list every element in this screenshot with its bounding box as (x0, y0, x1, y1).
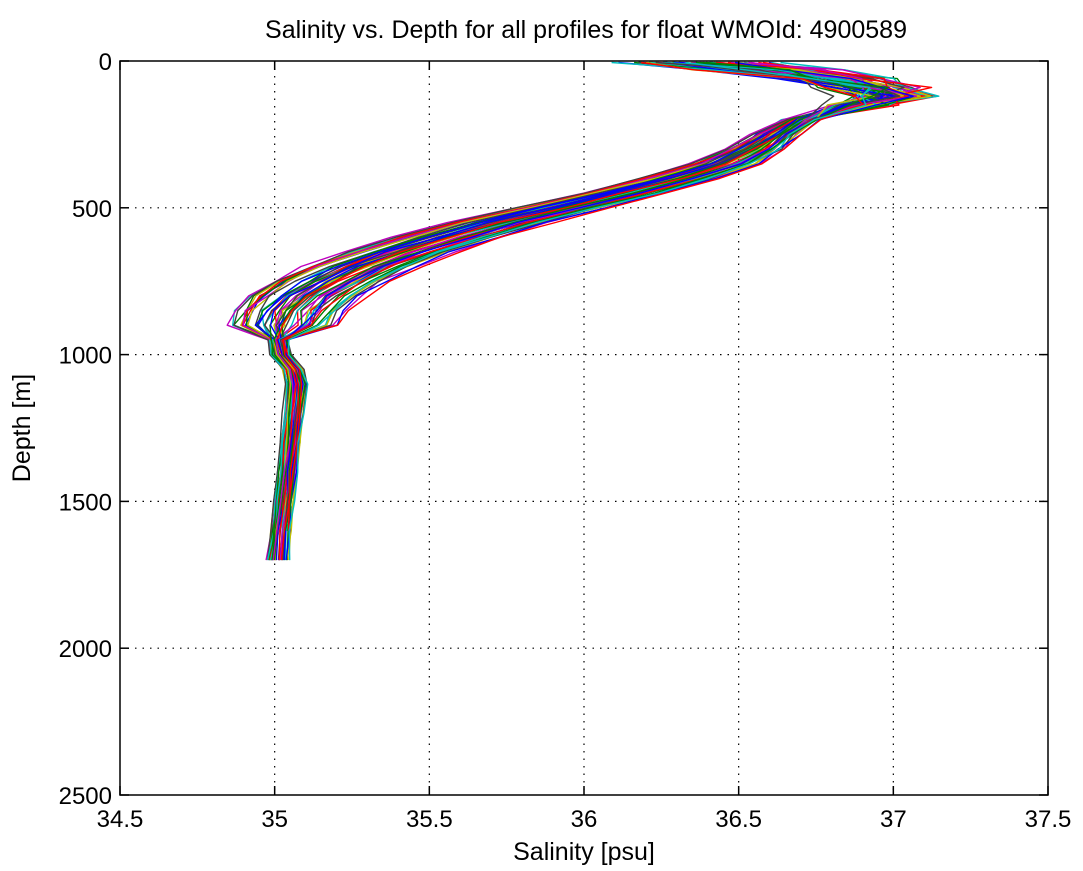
salinity-profile-line (287, 61, 871, 561)
salinity-profile-line (242, 61, 903, 561)
salinity-profile-line (275, 61, 911, 531)
salinity-profile-line (280, 61, 909, 561)
salinity-profile-line (264, 61, 938, 561)
salinity-profile-line (278, 61, 905, 561)
salinity-profile-line (279, 61, 884, 561)
salinity-profile-line (281, 61, 835, 561)
x-axis-label: Salinity [psu] (513, 838, 655, 866)
salinity-profile-line (241, 61, 901, 561)
salinity-profile-line (271, 61, 910, 561)
x-tick-label: 34.5 (97, 806, 144, 833)
grid-lines (120, 61, 1048, 795)
salinity-profile-line (269, 61, 912, 561)
salinity-profile-line (282, 61, 864, 531)
salinity-profile-line (275, 61, 922, 531)
salinity-profile-line (263, 61, 940, 561)
salinity-profile-line (284, 61, 918, 531)
x-tick-label: 37.5 (1025, 806, 1072, 833)
salinity-profile-line (285, 61, 914, 561)
salinity-profile-line (285, 61, 905, 561)
salinity-profile-line (278, 61, 932, 561)
salinity-profile-line (284, 61, 921, 531)
y-tick-label: 1500 (59, 489, 112, 516)
y-tick-labels: 0 500 1000 1500 2000 2500 (59, 49, 112, 810)
salinity-profile-line (283, 61, 896, 561)
chart-title: Salinity vs. Depth for all profiles for … (265, 16, 907, 44)
x-tick-label: 36 (571, 806, 598, 833)
y-tick-label: 1000 (59, 343, 112, 370)
x-tick-label: 35 (261, 806, 288, 833)
salinity-profile-line (276, 61, 926, 561)
salinity-profile-line (286, 61, 901, 531)
salinity-profile-line (280, 61, 921, 531)
y-axis-label: Depth [m] (8, 374, 36, 482)
y-tick-label: 2500 (59, 783, 112, 810)
y-tick-label: 0 (99, 49, 112, 76)
salinity-profile-line (254, 61, 897, 561)
salinity-profile-line (260, 61, 903, 561)
x-tick-label: 35.5 (406, 806, 453, 833)
x-tick-labels: 34.5 35 35.5 36 36.5 37 37.5 (97, 806, 1072, 833)
axis-ticks (119, 60, 1049, 796)
salinity-profile-line (226, 61, 908, 561)
x-tick-label: 36.5 (715, 806, 762, 833)
salinity-profile-line (257, 61, 901, 561)
y-tick-label: 500 (72, 196, 112, 223)
salinity-profile-line (281, 61, 933, 561)
salinity-profile-line (254, 61, 933, 561)
profile-lines (226, 61, 940, 561)
salinity-profile-line (277, 61, 884, 561)
x-tick-label: 37 (880, 806, 907, 833)
salinity-profile-line (285, 61, 917, 561)
y-tick-label: 2000 (59, 636, 112, 663)
